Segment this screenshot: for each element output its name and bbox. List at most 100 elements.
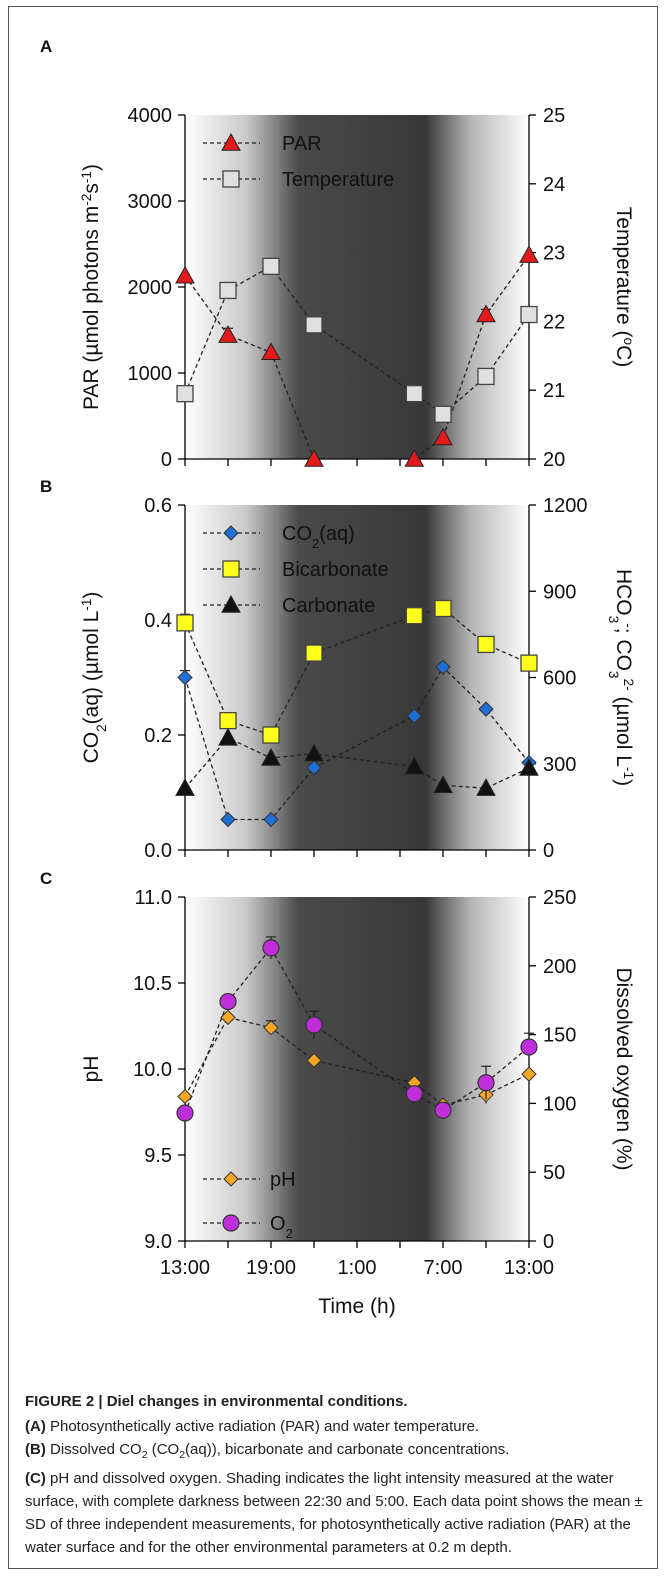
y-axis-label-right: Temperature (oC) [612,207,637,367]
y-tick-label-left: 10.5 [133,973,172,995]
data-point [263,811,279,828]
shading-band [185,897,529,1241]
data-point [305,316,323,334]
y-tick-label-left: 9.5 [144,1145,172,1167]
legend-marker [222,170,240,188]
panel-b: B 0.0 0.2 0.4 0.6 0 300 600 900 1200 CO2(aq) (µmol… [40,477,637,862]
y-tick-label-right: 200 [543,956,576,978]
data-point [218,727,238,746]
data-point [520,1038,538,1056]
legend-marker [223,525,239,541]
data-point [219,711,237,730]
data-point [263,1020,279,1036]
data-point [218,325,238,343]
data-point [304,743,324,762]
y-tick-label-right: 22 [543,311,565,333]
caption-b-label: (B) [25,1441,46,1458]
panel-letter: C [40,869,52,888]
caption-a: (A) Photosynthetically active radiation … [25,1415,655,1438]
y-axis-label-left: PAR (µmol photons m-2s-1) [79,164,104,410]
x-tick-label: 7:00 [424,1257,463,1279]
caption-a-label: (A) [25,1418,46,1435]
y-tick-label-left: 0 [161,449,172,471]
y-tick-label-right: 900 [543,581,576,603]
data-point [176,1104,194,1122]
x-tick-label: 13:00 [160,1257,210,1279]
data-point [476,778,496,796]
y-tick-label-left: 1000 [128,363,173,385]
data-point [177,669,193,686]
y-tick-label-left: 0.2 [144,725,172,747]
data-point [519,245,539,263]
data-point [404,756,425,775]
y-tick-label-right: 23 [543,243,565,265]
legend-marker [222,560,240,578]
y-tick-label-left: 3000 [128,191,173,213]
y-tick-label-right: 24 [543,174,565,196]
data-point [405,1085,423,1103]
series-line-o2 [184,946,530,1114]
series-line-par [184,254,530,460]
legend-marker [222,1214,240,1232]
data-point [306,760,322,776]
data-point [304,448,324,467]
data-point [519,758,539,776]
figure-caption: FIGURE 2 | Diel changes in environmental… [25,1390,655,1559]
caption-c-text: pH and dissolved oxygen. Shading indicat… [25,1470,643,1556]
y-tick-label-right: 1200 [543,495,588,517]
data-point [477,635,495,654]
y-tick-label-right: 50 [543,1162,565,1184]
series-line-ph [184,1016,530,1106]
data-point [262,726,280,744]
legend-label: PAR [282,133,322,155]
data-point [477,1074,495,1092]
caption-b: (B) Dissolved CO2 (CO2(aq)), bicarbonate… [25,1438,655,1467]
data-point [262,257,280,276]
caption-b-text-2: (CO [147,1441,180,1458]
y-tick-label-right: 150 [543,1025,576,1047]
caption-title: FIGURE 2 | Diel changes in environmental… [25,1393,408,1410]
legend-label: Bicarbonate [282,559,389,581]
y-tick-label-right: 21 [543,380,565,402]
data-point [520,654,538,672]
y-tick-label-right: 25 [543,105,565,127]
data-point [305,644,323,662]
legend-marker [223,1171,239,1187]
data-point [262,939,280,957]
data-point [405,607,423,625]
data-point [405,384,423,403]
data-point [175,778,195,796]
data-point [434,1101,452,1119]
panel-a: A 0 1000 2000 3000 4000 20 21 22 23 24 25 PAR (µmol … [40,37,637,471]
y-axis-label-right: HCO3-; CO32- (µmol L-1) [607,569,637,786]
y-tick-label-left: 4000 [128,105,173,127]
data-point [435,659,451,675]
y-tick-label-right: 250 [543,887,576,909]
y-tick-label-right: 0 [543,1231,554,1253]
y-tick-label-left: 9.0 [144,1231,172,1253]
data-point [261,747,281,766]
x-tick-label: 13:00 [504,1257,554,1279]
data-point [433,775,453,794]
y-tick-label-right: 300 [543,754,576,776]
panel-letter: A [40,37,52,56]
legend-label: pH [270,1169,296,1191]
data-point [261,342,281,361]
data-point [220,811,236,828]
caption-c: (C) pH and dissolved oxygen. Shading ind… [25,1467,655,1559]
legend-marker [221,132,241,151]
shading-band [185,505,529,850]
caption-a-text: Photosynthetically active radiation (PAR… [45,1418,480,1435]
legend-label: O2 [270,1213,293,1241]
data-point [477,367,495,386]
data-point [406,708,423,724]
y-tick-label-left: 0.0 [144,840,172,862]
x-tick-label: 1:00 [338,1257,377,1279]
panel-letter: B [40,477,52,496]
data-point [520,305,538,324]
caption-c-label: (C) [25,1470,46,1487]
legend-label: CO2(aq) [282,523,355,551]
data-point [306,1052,322,1069]
figure-frame [8,6,658,1569]
legend-label: Temperature [282,169,394,191]
